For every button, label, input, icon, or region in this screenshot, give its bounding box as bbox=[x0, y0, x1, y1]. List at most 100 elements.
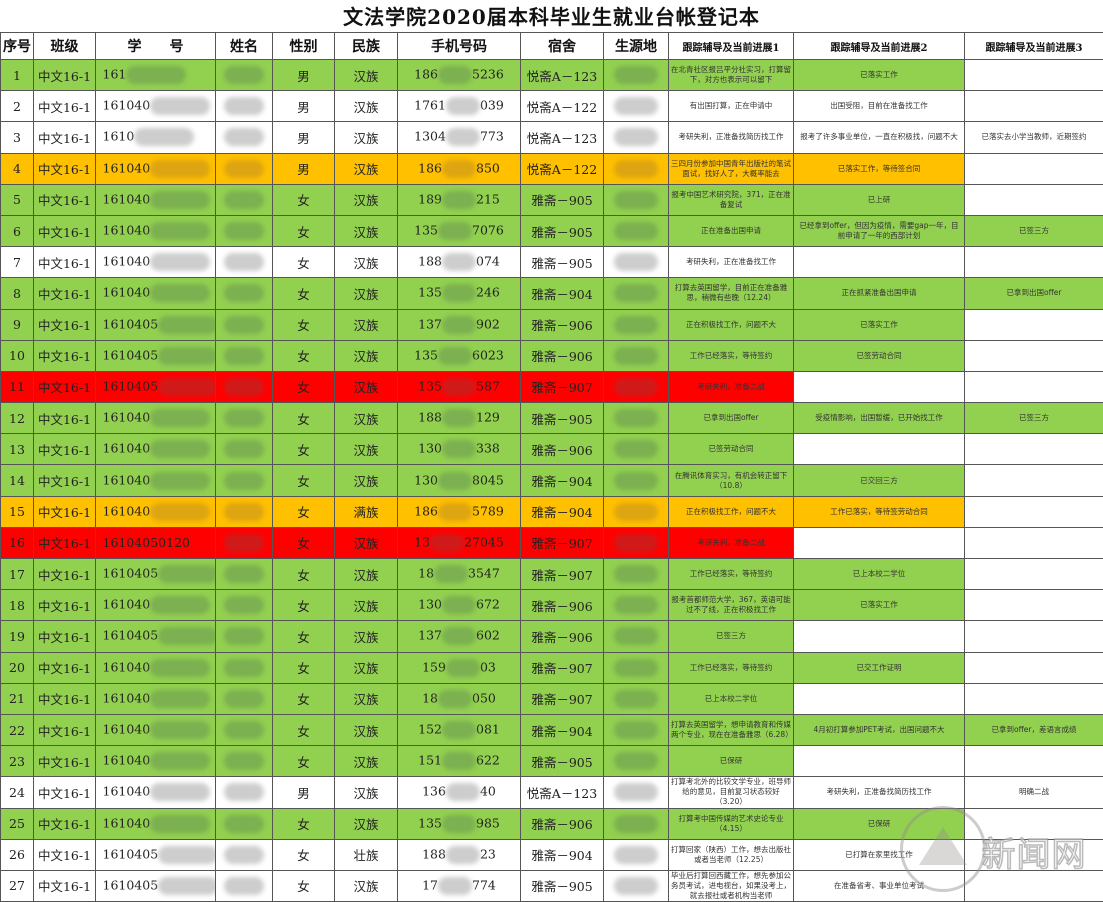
cell-class[interactable]: 中文16-1 bbox=[33, 214, 96, 248]
cell-progress-1[interactable]: 三四月份参加中国青年出版社的笔试面试，找好人了，大概率能去 bbox=[668, 152, 794, 185]
cell-class[interactable]: 中文16-1 bbox=[33, 745, 96, 778]
header-dorm[interactable]: 宿舍 bbox=[520, 32, 604, 60]
cell-phone[interactable]: 186 5236 bbox=[397, 58, 521, 92]
cell-class[interactable]: 中文16-1 bbox=[33, 526, 96, 560]
cell-no[interactable]: 5 bbox=[0, 183, 34, 216]
cell-dorm[interactable]: 雅斋－906 bbox=[520, 620, 604, 653]
cell-dorm[interactable]: 雅斋－907 bbox=[520, 682, 604, 715]
cell-phone[interactable]: 188 129 bbox=[397, 402, 521, 435]
cell-progress-3[interactable] bbox=[964, 464, 1103, 497]
cell-origin[interactable] bbox=[603, 308, 669, 341]
cell-progress-3[interactable] bbox=[964, 58, 1103, 92]
cell-student-id[interactable]: 1610405 bbox=[95, 838, 216, 871]
cell-gender[interactable]: 男 bbox=[272, 121, 335, 154]
cell-origin[interactable] bbox=[603, 246, 669, 279]
cell-phone[interactable]: 135 7076 bbox=[397, 214, 521, 248]
cell-class[interactable]: 中文16-1 bbox=[33, 58, 96, 92]
cell-no[interactable]: 20 bbox=[0, 651, 34, 684]
cell-student-id[interactable]: 161 bbox=[95, 58, 216, 92]
cell-progress-2[interactable]: 已落实工作，等待签合同 bbox=[793, 152, 965, 185]
cell-student-id[interactable]: 1610 bbox=[95, 121, 216, 154]
header-student-id[interactable]: 学 号 bbox=[95, 32, 216, 60]
cell-origin[interactable] bbox=[603, 214, 669, 248]
cell-progress-1[interactable]: 打算回家（陕西）工作，想去出版社或者当老师（12.25） bbox=[668, 838, 794, 871]
cell-progress-1[interactable]: 报考中国艺术研究院，371，正在准备复试 bbox=[668, 183, 794, 216]
cell-no[interactable]: 25 bbox=[0, 807, 34, 840]
cell-gender[interactable]: 女 bbox=[272, 651, 335, 684]
cell-class[interactable]: 中文16-1 bbox=[33, 121, 96, 154]
cell-ethnicity[interactable]: 汉族 bbox=[334, 121, 398, 154]
cell-progress-2[interactable]: 已落实工作 bbox=[793, 58, 965, 92]
cell-progress-1[interactable]: 已签三方 bbox=[668, 620, 794, 653]
cell-ethnicity[interactable]: 汉族 bbox=[334, 277, 398, 310]
cell-class[interactable]: 中文16-1 bbox=[33, 495, 96, 528]
cell-gender[interactable]: 男 bbox=[272, 776, 335, 809]
cell-no[interactable]: 22 bbox=[0, 713, 34, 747]
cell-gender[interactable]: 男 bbox=[272, 152, 335, 185]
cell-class[interactable]: 中文16-1 bbox=[33, 807, 96, 840]
cell-progress-1[interactable]: 打算去英国留学，想申请教育和传媒两个专业，现在在准备雅思（6.28） bbox=[668, 713, 794, 747]
header-phone[interactable]: 手机号码 bbox=[397, 32, 521, 60]
cell-no[interactable]: 13 bbox=[0, 433, 34, 466]
cell-phone[interactable]: 135 6023 bbox=[397, 339, 521, 372]
cell-student-id[interactable]: 161040 bbox=[95, 589, 216, 622]
cell-ethnicity[interactable]: 汉族 bbox=[334, 433, 398, 466]
cell-progress-2[interactable]: 在准备省考、事业单位考试 bbox=[793, 869, 965, 902]
cell-progress-2[interactable]: 已上研 bbox=[793, 183, 965, 216]
cell-progress-2[interactable]: 考研失利，正准备找简历找工作 bbox=[793, 776, 965, 809]
cell-progress-3[interactable]: 已落实去小学当教师，近期签约 bbox=[964, 121, 1103, 154]
cell-origin[interactable] bbox=[603, 121, 669, 154]
cell-progress-3[interactable] bbox=[964, 526, 1103, 560]
header-progress-3[interactable]: 跟踪辅导及当前进展3 bbox=[964, 32, 1103, 60]
cell-dorm[interactable]: 雅斋－906 bbox=[520, 433, 604, 466]
cell-progress-1[interactable]: 打算考中国传媒的艺术史论专业（4.15） bbox=[668, 807, 794, 840]
cell-name[interactable] bbox=[215, 183, 273, 216]
cell-progress-3[interactable] bbox=[964, 339, 1103, 372]
cell-gender[interactable]: 女 bbox=[272, 589, 335, 622]
cell-gender[interactable]: 女 bbox=[272, 682, 335, 715]
cell-progress-2[interactable]: 4月初打算参加PET考试，出国问题不大 bbox=[793, 713, 965, 747]
cell-progress-3[interactable] bbox=[964, 433, 1103, 466]
cell-gender[interactable]: 女 bbox=[272, 308, 335, 341]
header-no[interactable]: 序号 bbox=[0, 32, 34, 60]
cell-class[interactable]: 中文16-1 bbox=[33, 682, 96, 715]
cell-name[interactable] bbox=[215, 214, 273, 248]
cell-student-id[interactable]: 1610405 bbox=[95, 339, 216, 372]
cell-name[interactable] bbox=[215, 246, 273, 279]
cell-phone[interactable]: 135 246 bbox=[397, 277, 521, 310]
cell-student-id[interactable]: 161040 bbox=[95, 807, 216, 840]
cell-progress-2[interactable]: 已保研 bbox=[793, 807, 965, 840]
cell-student-id[interactable]: 161040 bbox=[95, 183, 216, 216]
cell-name[interactable] bbox=[215, 589, 273, 622]
cell-gender[interactable]: 女 bbox=[272, 183, 335, 216]
cell-dorm[interactable]: 雅斋－906 bbox=[520, 339, 604, 372]
cell-origin[interactable] bbox=[603, 339, 669, 372]
cell-gender[interactable]: 女 bbox=[272, 557, 335, 591]
cell-no[interactable]: 17 bbox=[0, 557, 34, 591]
cell-ethnicity[interactable]: 汉族 bbox=[334, 402, 398, 435]
cell-class[interactable]: 中文16-1 bbox=[33, 402, 96, 435]
cell-no[interactable]: 3 bbox=[0, 121, 34, 154]
cell-dorm[interactable]: 雅斋－904 bbox=[520, 277, 604, 310]
cell-gender[interactable]: 女 bbox=[272, 838, 335, 871]
cell-dorm[interactable]: 雅斋－906 bbox=[520, 589, 604, 622]
cell-origin[interactable] bbox=[603, 713, 669, 747]
cell-student-id[interactable]: 161040 bbox=[95, 713, 216, 747]
cell-progress-3[interactable] bbox=[964, 495, 1103, 528]
cell-phone[interactable]: 13 27045 bbox=[397, 526, 521, 560]
cell-class[interactable]: 中文16-1 bbox=[33, 152, 96, 185]
cell-progress-1[interactable]: 已签劳动合同 bbox=[668, 433, 794, 466]
cell-origin[interactable] bbox=[603, 745, 669, 778]
cell-ethnicity[interactable]: 汉族 bbox=[334, 370, 398, 404]
cell-phone[interactable]: 159 03 bbox=[397, 651, 521, 684]
cell-progress-3[interactable] bbox=[964, 838, 1103, 871]
cell-progress-1[interactable]: 考研失利，正在准备找工作 bbox=[668, 246, 794, 279]
cell-name[interactable] bbox=[215, 807, 273, 840]
cell-no[interactable]: 23 bbox=[0, 745, 34, 778]
cell-gender[interactable]: 女 bbox=[272, 495, 335, 528]
cell-origin[interactable] bbox=[603, 869, 669, 902]
cell-no[interactable]: 24 bbox=[0, 776, 34, 809]
cell-class[interactable]: 中文16-1 bbox=[33, 464, 96, 497]
cell-progress-1[interactable]: 报考首都师范大学，367，英语可能过不了线，正在积极找工作 bbox=[668, 589, 794, 622]
cell-student-id[interactable]: 1610405 bbox=[95, 620, 216, 653]
